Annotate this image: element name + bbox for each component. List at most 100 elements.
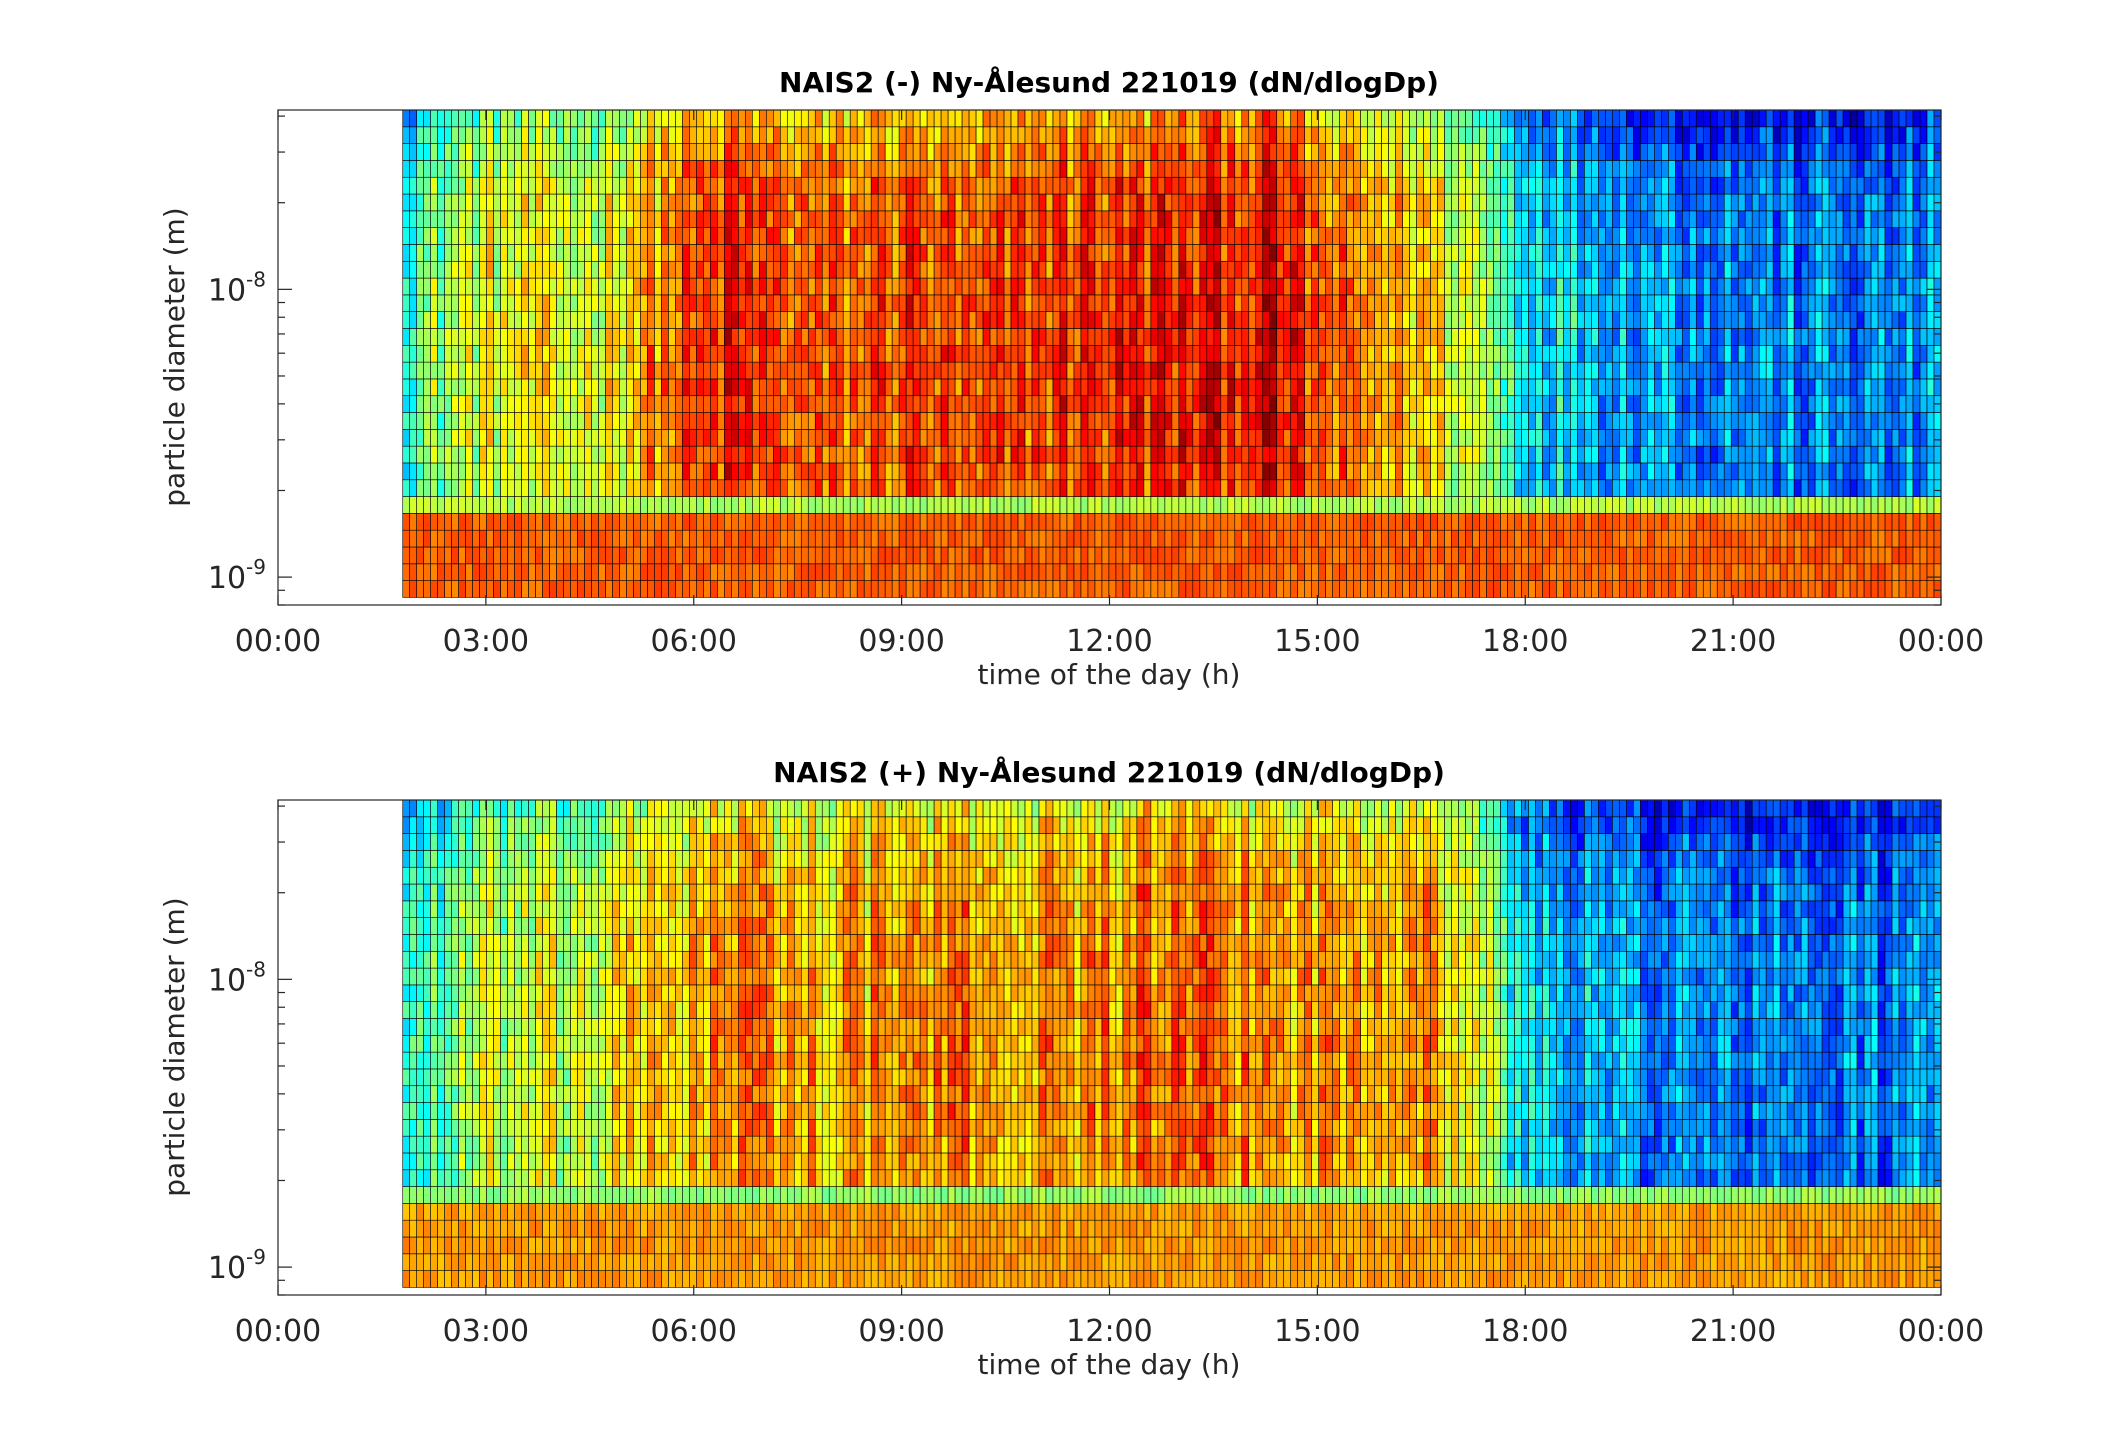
heatmap-cell <box>1528 479 1536 497</box>
heatmap-cell <box>563 412 571 430</box>
heatmap-cell <box>542 227 550 245</box>
heatmap-cell <box>1423 244 1431 262</box>
heatmap-cell <box>535 345 543 363</box>
heatmap-cell <box>689 513 697 531</box>
heatmap-cell <box>528 395 536 413</box>
heatmap-cell <box>409 277 418 296</box>
heatmap-cell <box>1059 160 1068 178</box>
heatmap-cell <box>961 462 970 481</box>
heatmap-cell <box>1003 479 1012 497</box>
heatmap-cell <box>1178 193 1187 212</box>
heatmap-cell <box>1066 378 1075 397</box>
heatmap-cell <box>1528 160 1536 178</box>
heatmap-cell <box>1003 462 1012 481</box>
heatmap-cell <box>975 546 984 565</box>
heatmap-cell <box>1136 345 1145 363</box>
heatmap-cell <box>1423 580 1431 598</box>
heatmap-cell <box>1157 193 1166 212</box>
heatmap-cell <box>549 580 557 598</box>
heatmap-cell <box>961 328 970 346</box>
heatmap-cell <box>1577 193 1585 212</box>
heatmap-cell <box>1157 176 1166 195</box>
heatmap-cell <box>835 277 844 296</box>
heatmap-cell <box>1493 143 1501 161</box>
heatmap-cell <box>549 126 557 144</box>
heatmap-cell <box>472 513 480 531</box>
heatmap-cell <box>1402 445 1410 464</box>
heatmap-cell <box>542 277 550 296</box>
heatmap-cell <box>423 345 431 363</box>
heatmap-cell <box>472 176 480 195</box>
heatmap-cell <box>1227 462 1236 481</box>
heatmap-cell <box>766 546 774 565</box>
heatmap-cell <box>1360 445 1368 464</box>
heatmap-cell <box>759 378 767 397</box>
heatmap-cell <box>409 395 418 413</box>
heatmap-cell <box>766 513 774 531</box>
heatmap-cell <box>542 109 550 128</box>
heatmap-cell <box>1444 160 1452 178</box>
heatmap-cell <box>542 378 550 397</box>
heatmap-cell <box>598 445 606 464</box>
heatmap-cell <box>654 479 662 497</box>
heatmap-cell <box>1045 244 1054 262</box>
heatmap-cell <box>598 462 606 481</box>
heatmap-cell <box>451 546 459 565</box>
heatmap-cell <box>1157 260 1166 279</box>
heatmap-cell <box>472 361 480 380</box>
heatmap-cell <box>563 546 571 565</box>
heatmap-cell <box>1241 328 1250 346</box>
heatmap-cell <box>626 345 634 363</box>
heatmap-cell <box>640 277 648 296</box>
heatmap-cell <box>1535 563 1543 581</box>
heatmap-cell <box>1080 109 1089 128</box>
heatmap-cell <box>1213 529 1222 548</box>
heatmap-cell <box>647 479 655 497</box>
heatmap-cell <box>668 546 676 565</box>
heatmap-cell <box>647 445 655 464</box>
heatmap-cell <box>1248 227 1257 245</box>
heatmap-cell <box>507 563 515 581</box>
heatmap-cell <box>1304 176 1312 195</box>
heatmap-cell <box>940 260 949 279</box>
heatmap-cell <box>919 496 928 514</box>
heatmap-cell <box>1150 277 1159 296</box>
heatmap-cell <box>1563 479 1571 497</box>
heatmap-cell <box>710 277 718 296</box>
heatmap-cell <box>570 311 578 329</box>
heatmap-cell <box>1500 445 1508 464</box>
heatmap-cell <box>654 143 662 161</box>
heatmap-cell <box>619 546 627 565</box>
heatmap-cell <box>752 412 760 430</box>
heatmap-cell <box>745 429 753 447</box>
heatmap-cell <box>577 412 585 430</box>
heatmap-cell <box>1437 277 1445 296</box>
heatmap-cell <box>710 361 718 380</box>
heatmap-cell <box>1325 160 1333 178</box>
heatmap-cell <box>409 176 418 195</box>
heatmap-cell <box>835 210 844 228</box>
heatmap-cell <box>1087 294 1096 312</box>
heatmap-cell <box>542 126 550 144</box>
heatmap-cell <box>1528 361 1536 380</box>
heatmap-cell <box>1535 361 1543 380</box>
heatmap-cell <box>1465 563 1473 581</box>
heatmap-cell <box>1339 580 1347 598</box>
heatmap-cell <box>521 143 529 161</box>
heatmap-cell <box>465 513 473 531</box>
heatmap-cell <box>1122 546 1131 565</box>
heatmap-cell <box>1227 429 1236 447</box>
heatmap-cell <box>1059 445 1068 464</box>
heatmap-cell <box>1164 109 1173 128</box>
heatmap-cell <box>1101 496 1110 514</box>
heatmap-cell <box>1122 462 1131 481</box>
heatmap-cell <box>856 445 865 464</box>
heatmap-cell <box>1283 176 1292 195</box>
heatmap-cell <box>591 445 599 464</box>
heatmap-cell <box>1416 277 1424 296</box>
heatmap-cell <box>521 311 529 329</box>
heatmap-cell <box>1136 311 1145 329</box>
heatmap-cell <box>968 244 977 262</box>
heatmap-cell <box>1171 277 1180 296</box>
heatmap-cell <box>668 395 676 413</box>
